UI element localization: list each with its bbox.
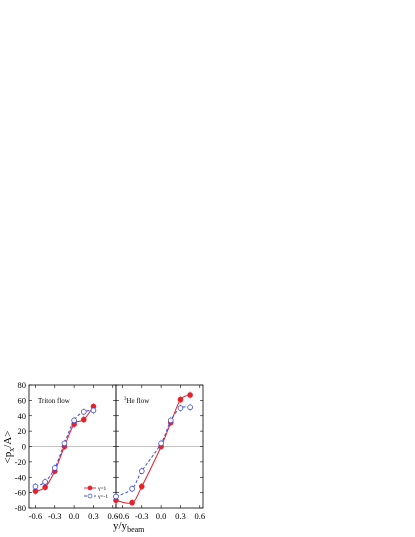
y-tick-label: -80 [15,503,26,513]
y-tick-label: -60 [15,488,26,498]
legend-label: γ=-1 [97,494,108,500]
data-point [80,416,87,423]
data-point [32,483,39,490]
legend-marker [87,493,93,499]
y-tick-label: -20 [15,457,26,467]
x-tick-label: 0.0 [69,511,80,521]
x-tick-label: 0.6 [194,511,205,521]
data-point [42,479,48,485]
series-line-gamma-plus1 [115,394,191,504]
data-point [129,499,135,506]
data-point [138,468,145,474]
x-tick-label: -0.3 [135,511,148,521]
x-tick-label: -0.6 [116,511,129,521]
data-point [42,484,48,491]
data-point [167,417,174,424]
data-point [80,409,87,415]
x-tick-label: 0.3 [175,511,186,521]
data-point [113,493,119,500]
x-axis-label: y/ybeam [113,520,145,534]
y-tick-label: 0 [22,442,26,452]
legend: γ=1 γ=-1 [84,485,108,500]
x-tick-label: 0.3 [88,511,99,521]
y-tick-label: 60 [18,395,27,405]
data-point [187,392,193,398]
x-tick-label: -0.6 [29,511,42,521]
data-point [187,404,193,411]
data-point [61,440,68,447]
panel-right: -0.6 -0.3 0.0 0.3 0.6 [113,384,205,521]
labels: <px/A> y/ybeam Triton flow 3He flow [2,397,150,534]
y-axis-label: <px/A> [2,431,16,464]
y-tick-label: -40 [15,472,26,482]
data-point [177,396,184,403]
data-point [177,405,184,411]
x-tick-label: 0.0 [156,511,167,521]
series-line-gamma-minus1 [115,406,191,497]
panel-left: -0.6 -0.3 0.0 0.3 0.6 -80 -60 -40 -20 0 20 40 60 80 γ=… [15,380,118,521]
data-point [51,465,58,471]
y-tick-label: 40 [18,411,27,421]
data-point [90,407,97,414]
data-point [129,485,135,492]
data-point [71,417,77,424]
y-tick-label: 20 [18,426,27,436]
x-tick-label: 0.6 [107,511,118,521]
y-tick-label: 80 [18,380,27,390]
data-point [138,483,145,490]
panel-left-annotation: Triton flow [38,397,71,405]
x-tick-label: -0.3 [48,511,61,521]
panels: -0.6 -0.3 0.0 0.3 0.6 -80 -60 -40 -20 0 20 40 60 80 γ=… [15,380,205,521]
data-point [158,440,164,447]
legend-label: γ=1 [97,486,107,492]
panel-right-annotation: 3He flow [124,397,150,405]
legend-marker [87,485,93,491]
